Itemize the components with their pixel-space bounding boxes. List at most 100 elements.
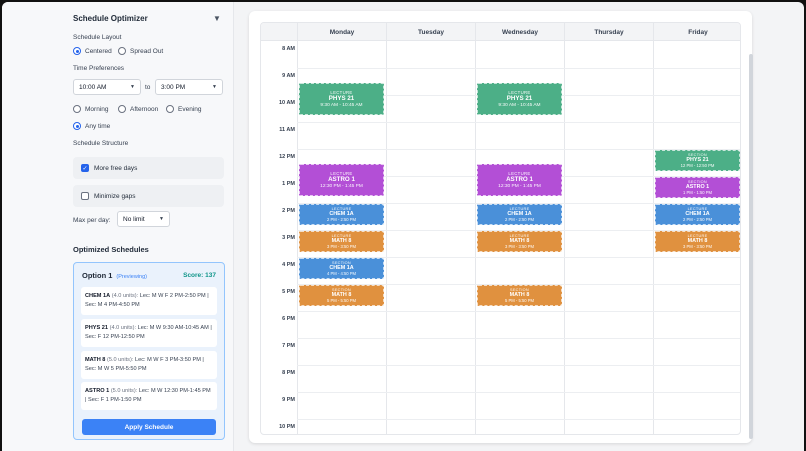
event-type: LECTURE <box>509 207 530 212</box>
hour-label: 8 AM <box>282 46 295 52</box>
radio-icon[interactable] <box>118 105 126 113</box>
chevron-down-icon: ▼ <box>212 84 217 90</box>
hour-gridline <box>297 257 740 258</box>
day-column-divider <box>564 41 565 434</box>
hour-label: 10 PM <box>279 424 295 430</box>
hour-gridline <box>297 338 740 339</box>
event-time: 12:30 PM - 1:45 PM <box>320 183 363 189</box>
event-course: PHYS 21 <box>506 94 533 102</box>
radio-selected-icon[interactable] <box>73 122 81 130</box>
time-pref-label: Time Preferences <box>73 65 125 72</box>
course-item: PHYS 21 (4.0 units): Lec: M W 9:30 AM-10… <box>81 319 217 347</box>
event-time: 2 PM - 2:50 PM <box>504 217 535 223</box>
hour-gridline <box>297 365 740 366</box>
hour-label: 5 PM <box>282 289 295 295</box>
event-course: MATH 8 <box>509 292 530 299</box>
course-item: MATH 8 (5.0 units): Lec: M W F 3 PM-3:50… <box>81 351 217 379</box>
checkbox-icon[interactable] <box>81 192 89 200</box>
hour-label: 10 AM <box>279 100 295 106</box>
event-type: LECTURE <box>508 89 531 95</box>
hour-label: 6 PM <box>282 316 295 322</box>
hour-label: 9 AM <box>282 73 295 79</box>
day-column-divider <box>386 41 387 434</box>
event-type: LECTURE <box>687 234 708 239</box>
event-type: LECTURE <box>330 89 353 95</box>
apply-schedule-button[interactable]: Apply Schedule <box>82 419 216 435</box>
day-column-divider <box>475 41 476 434</box>
structure-label: Schedule Structure <box>73 140 129 147</box>
calendar-event[interactable]: SECTION PHYS 21 12 PM - 12:50 PM <box>655 150 740 172</box>
event-type: SECTION <box>510 288 529 293</box>
event-course: MATH 8 <box>331 238 352 245</box>
previewing-badge: (Previewing) <box>116 274 147 280</box>
radio-icon[interactable] <box>166 105 174 113</box>
calendar-event[interactable]: LECTURE CHEM 1A 2 PM - 2:50 PM <box>477 204 562 226</box>
checkbox-checked-icon[interactable]: ✓ <box>81 164 89 172</box>
time-to-select[interactable]: 3:00 PM ▼ <box>155 79 223 95</box>
event-time: 12 PM - 12:50 PM <box>680 163 715 169</box>
more-free-days-checkbox[interactable]: ✓ More free days <box>73 157 224 179</box>
calendar-event[interactable]: SECTION CHEM 1A 4 PM - 4:50 PM <box>299 258 384 280</box>
hour-gridline <box>297 68 740 69</box>
hour-label: 3 PM <box>282 235 295 241</box>
event-course: CHEM 1A <box>685 211 710 218</box>
calendar-event[interactable]: LECTURE CHEM 1A 2 PM - 2:50 PM <box>655 204 740 226</box>
hour-gridline <box>297 392 740 393</box>
hour-label: 11 AM <box>279 127 295 133</box>
course-item: ASTRO 1 (5.0 units): Lec: M W 12:30 PM-1… <box>81 382 217 410</box>
event-time: 3 PM - 3:50 PM <box>504 244 535 250</box>
collapse-icon[interactable]: ▼ <box>213 14 221 23</box>
time-from-select[interactable]: 10:00 AM ▼ <box>73 79 141 95</box>
max-per-day-select[interactable]: No limit ▼ <box>117 211 170 227</box>
event-type: SECTION <box>688 180 707 185</box>
hour-gridline <box>297 311 740 312</box>
radio-selected-icon[interactable] <box>73 47 81 55</box>
day-column-divider <box>653 41 654 434</box>
event-time: 9:30 AM - 10:45 AM <box>498 102 541 108</box>
chevron-down-icon: ▼ <box>159 216 164 222</box>
afternoon-radio[interactable]: Afternoon <box>118 105 158 113</box>
option-title: Option 1 (Previewing) <box>82 271 147 280</box>
hour-label: 9 PM <box>282 397 295 403</box>
event-course: CHEM 1A <box>329 265 354 272</box>
event-course: MATH 8 <box>331 292 352 299</box>
calendar-event[interactable]: LECTURE ASTRO 1 12:30 PM - 1:45 PM <box>299 163 384 197</box>
event-type: LECTURE <box>687 207 708 212</box>
event-type: LECTURE <box>330 170 353 176</box>
day-column-divider <box>297 41 298 434</box>
scrollbar[interactable] <box>749 54 753 439</box>
calendar-event[interactable]: LECTURE CHEM 1A 2 PM - 2:50 PM <box>299 204 384 226</box>
event-course: ASTRO 1 <box>685 184 710 191</box>
layout-centered-radio[interactable]: Centered <box>73 47 112 55</box>
event-type: SECTION <box>332 288 351 293</box>
layout-spread-radio[interactable]: Spread Out <box>118 47 163 55</box>
minimize-gaps-checkbox[interactable]: Minimize gaps <box>73 185 224 207</box>
hour-gridline <box>297 284 740 285</box>
radio-icon[interactable] <box>73 105 81 113</box>
radio-icon[interactable] <box>118 47 126 55</box>
day-header-thursday: Thursday <box>564 23 653 41</box>
event-course: MATH 8 <box>687 238 708 245</box>
calendar-event[interactable]: LECTURE PHYS 21 9:30 AM - 10:45 AM <box>299 82 384 116</box>
any-time-radio[interactable]: Any time <box>73 122 110 130</box>
hour-label: 4 PM <box>282 262 295 268</box>
event-time: 2 PM - 2:50 PM <box>682 217 713 223</box>
chevron-down-icon: ▼ <box>130 84 135 90</box>
event-time: 5 PM - 5:50 PM <box>326 298 357 304</box>
option-score: Score: 137 <box>183 272 216 279</box>
evening-radio[interactable]: Evening <box>166 105 202 113</box>
event-time: 9:30 AM - 10:45 AM <box>320 102 363 108</box>
schedule-option-card[interactable]: Option 1 (Previewing) Score: 137 CHEM 1A … <box>73 262 225 440</box>
event-time: 3 PM - 3:50 PM <box>326 244 357 250</box>
calendar-event[interactable]: LECTURE PHYS 21 9:30 AM - 10:45 AM <box>477 82 562 116</box>
hour-label: 12 PM <box>279 154 295 160</box>
morning-radio[interactable]: Morning <box>73 105 108 113</box>
calendar-event[interactable]: LECTURE ASTRO 1 12:30 PM - 1:45 PM <box>477 163 562 197</box>
